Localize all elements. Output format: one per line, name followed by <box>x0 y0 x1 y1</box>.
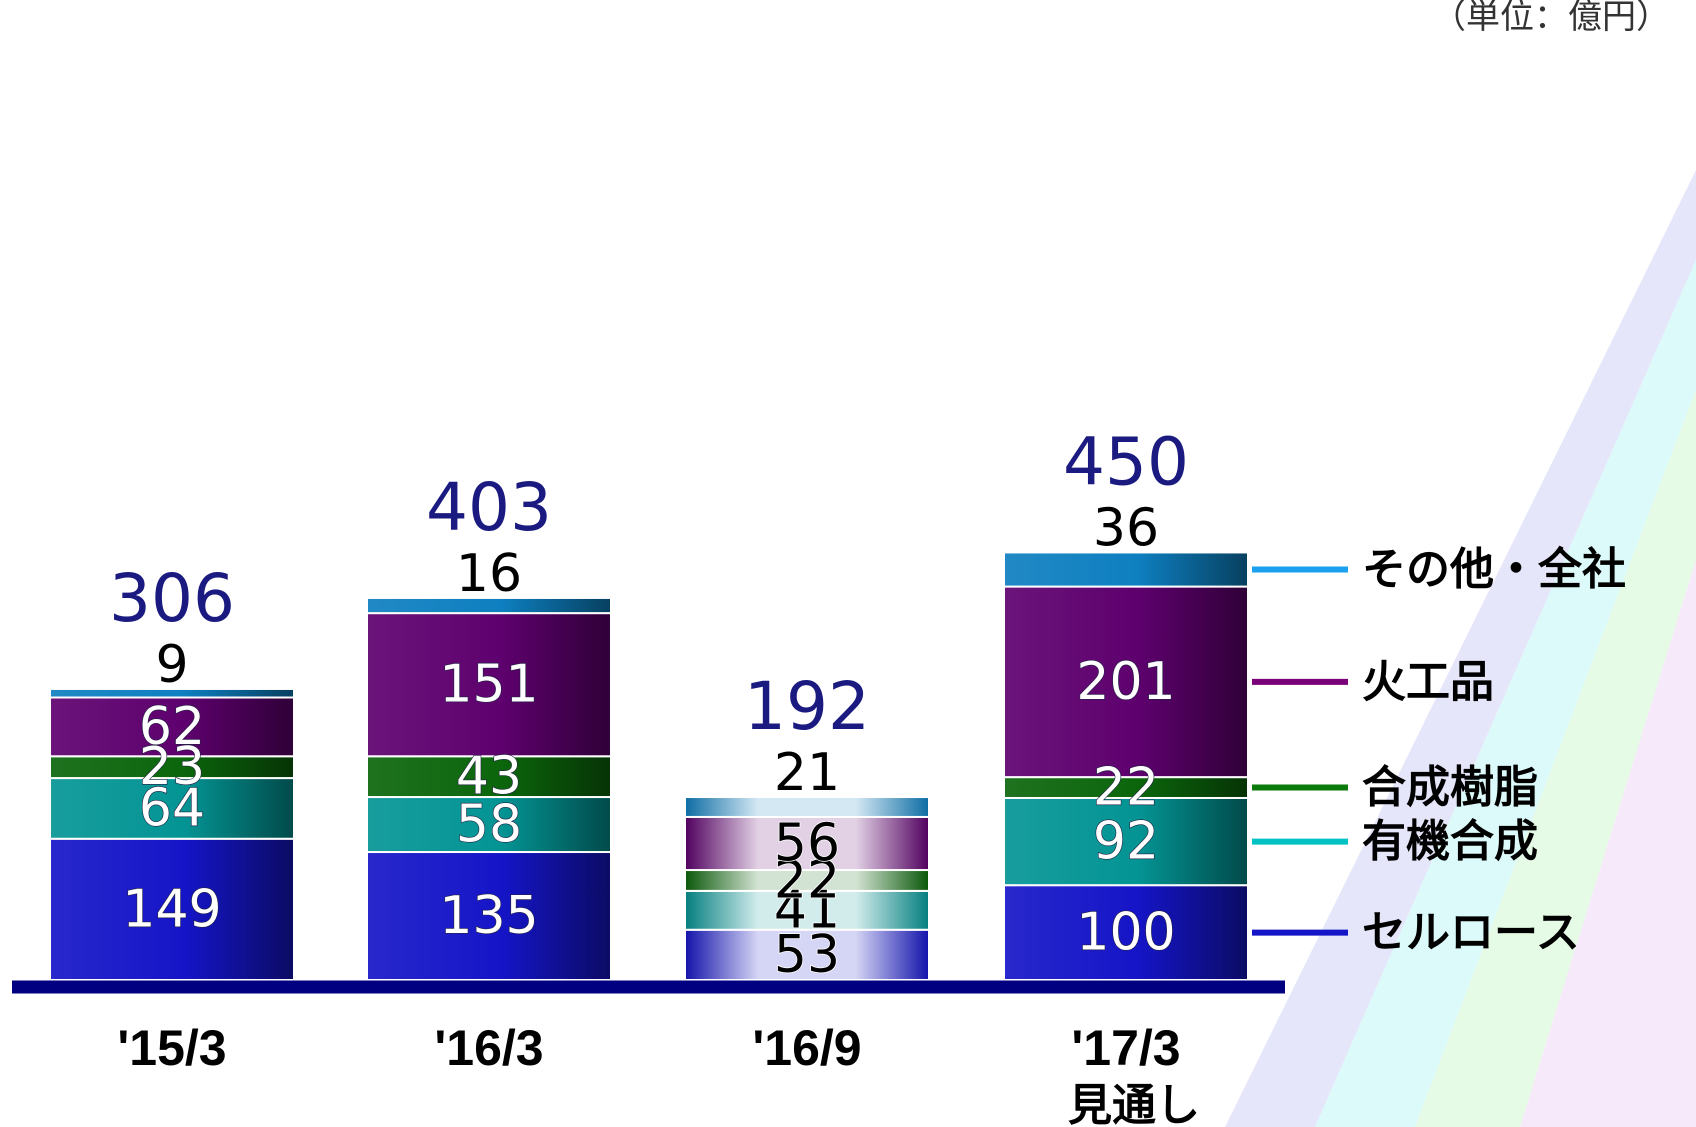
legend-label-その他・全社: その他・全社 <box>1362 544 1626 595</box>
category-label: '17/3 <box>1071 1020 1180 1076</box>
stripe-2 <box>1415 390 1696 1127</box>
value-label: 151 <box>439 655 538 715</box>
bar-segment-その他・全社-'17/3 <box>1003 551 1249 588</box>
category-label: '16/3 <box>434 1020 543 1076</box>
legend-label-火工品: 火工品 <box>1362 656 1494 707</box>
value-label: 58 <box>456 795 522 855</box>
value-label: 43 <box>456 747 522 807</box>
category-label: '16/9 <box>752 1020 861 1076</box>
stripe-0 <box>1225 170 1696 1127</box>
value-label: 9 <box>155 635 188 695</box>
bar-segment-その他・全社-'16/3 <box>366 596 612 615</box>
value-label: 100 <box>1076 903 1175 963</box>
value-label: 53 <box>774 925 840 985</box>
bars-layer <box>49 551 1249 982</box>
total-label: 450 <box>1063 423 1189 500</box>
stripe-1 <box>1315 260 1696 1127</box>
value-label: 21 <box>774 743 840 803</box>
value-label: 22 <box>774 850 840 910</box>
bar-segment-セルロース-'17/3 <box>1003 884 1249 982</box>
total-label: 192 <box>744 668 870 745</box>
bar-segment-火工品-'15/3 <box>49 696 295 758</box>
bar-segment-合成樹脂-'16/3 <box>366 755 612 799</box>
bar-segment-セルロース-'16/9 <box>684 928 930 981</box>
category-sublabel: 見通し <box>1068 1080 1200 1127</box>
value-label: 92 <box>1093 812 1159 872</box>
value-label: 56 <box>774 813 840 873</box>
value-label: 16 <box>456 544 522 604</box>
legend-label-有機合成: 有機合成 <box>1362 816 1538 867</box>
legend-label-合成樹脂: 合成樹脂 <box>1362 762 1538 813</box>
decorative-stripes <box>1225 170 1696 1127</box>
value-label: 23 <box>139 737 205 797</box>
category-label: '15/3 <box>117 1020 226 1076</box>
value-label: 62 <box>139 697 205 757</box>
legend-label-セルロース: セルロース <box>1362 907 1580 958</box>
value-label: 135 <box>439 886 538 946</box>
value-label: 149 <box>122 879 221 939</box>
bar-segment-セルロース-'15/3 <box>49 837 295 981</box>
total-label: 306 <box>109 560 235 637</box>
bar-segment-その他・全社-'15/3 <box>49 687 295 699</box>
stripe-3 <box>1520 560 1696 1127</box>
bar-segment-有機合成-'17/3 <box>1003 796 1249 887</box>
value-label: 36 <box>1093 498 1159 558</box>
bar-segment-火工品-'16/9 <box>684 815 930 872</box>
value-label: 201 <box>1076 652 1175 712</box>
unit-label: （単位：億円） <box>1432 0 1670 37</box>
total-label: 403 <box>426 469 552 546</box>
value-label: 22 <box>1093 758 1159 818</box>
bar-segment-その他・全社-'16/9 <box>684 796 930 818</box>
value-label: 64 <box>139 778 205 838</box>
bar-segment-セルロース-'16/3 <box>366 851 612 982</box>
value-label: 41 <box>774 880 840 940</box>
